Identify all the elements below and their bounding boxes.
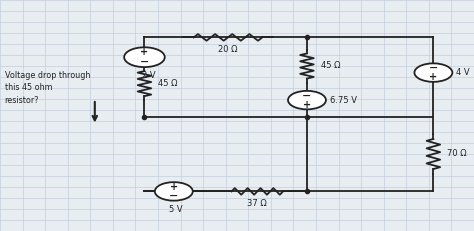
Text: Voltage drop through
this 45 ohm
resistor?: Voltage drop through this 45 ohm resisto… (5, 71, 90, 105)
Circle shape (155, 182, 193, 201)
Text: +: + (170, 182, 178, 192)
Text: +: + (303, 100, 311, 109)
Text: −: − (140, 57, 149, 67)
Circle shape (414, 63, 452, 82)
Text: 37 Ω: 37 Ω (247, 199, 267, 208)
Text: 5 V: 5 V (169, 205, 183, 214)
Text: 4 V: 4 V (456, 68, 470, 77)
Text: −: − (428, 63, 438, 73)
Text: 45 Ω: 45 Ω (320, 61, 340, 70)
Text: 20 Ω: 20 Ω (218, 45, 238, 54)
Text: 70 Ω: 70 Ω (447, 149, 466, 158)
Text: 45 Ω: 45 Ω (158, 79, 177, 88)
Text: +: + (140, 47, 148, 58)
Text: 6.75 V: 6.75 V (329, 96, 356, 105)
Text: −: − (302, 91, 312, 101)
Text: 2 V: 2 V (142, 72, 156, 80)
Circle shape (288, 91, 326, 109)
Circle shape (124, 47, 165, 67)
Text: +: + (429, 72, 438, 82)
Text: −: − (169, 191, 179, 201)
